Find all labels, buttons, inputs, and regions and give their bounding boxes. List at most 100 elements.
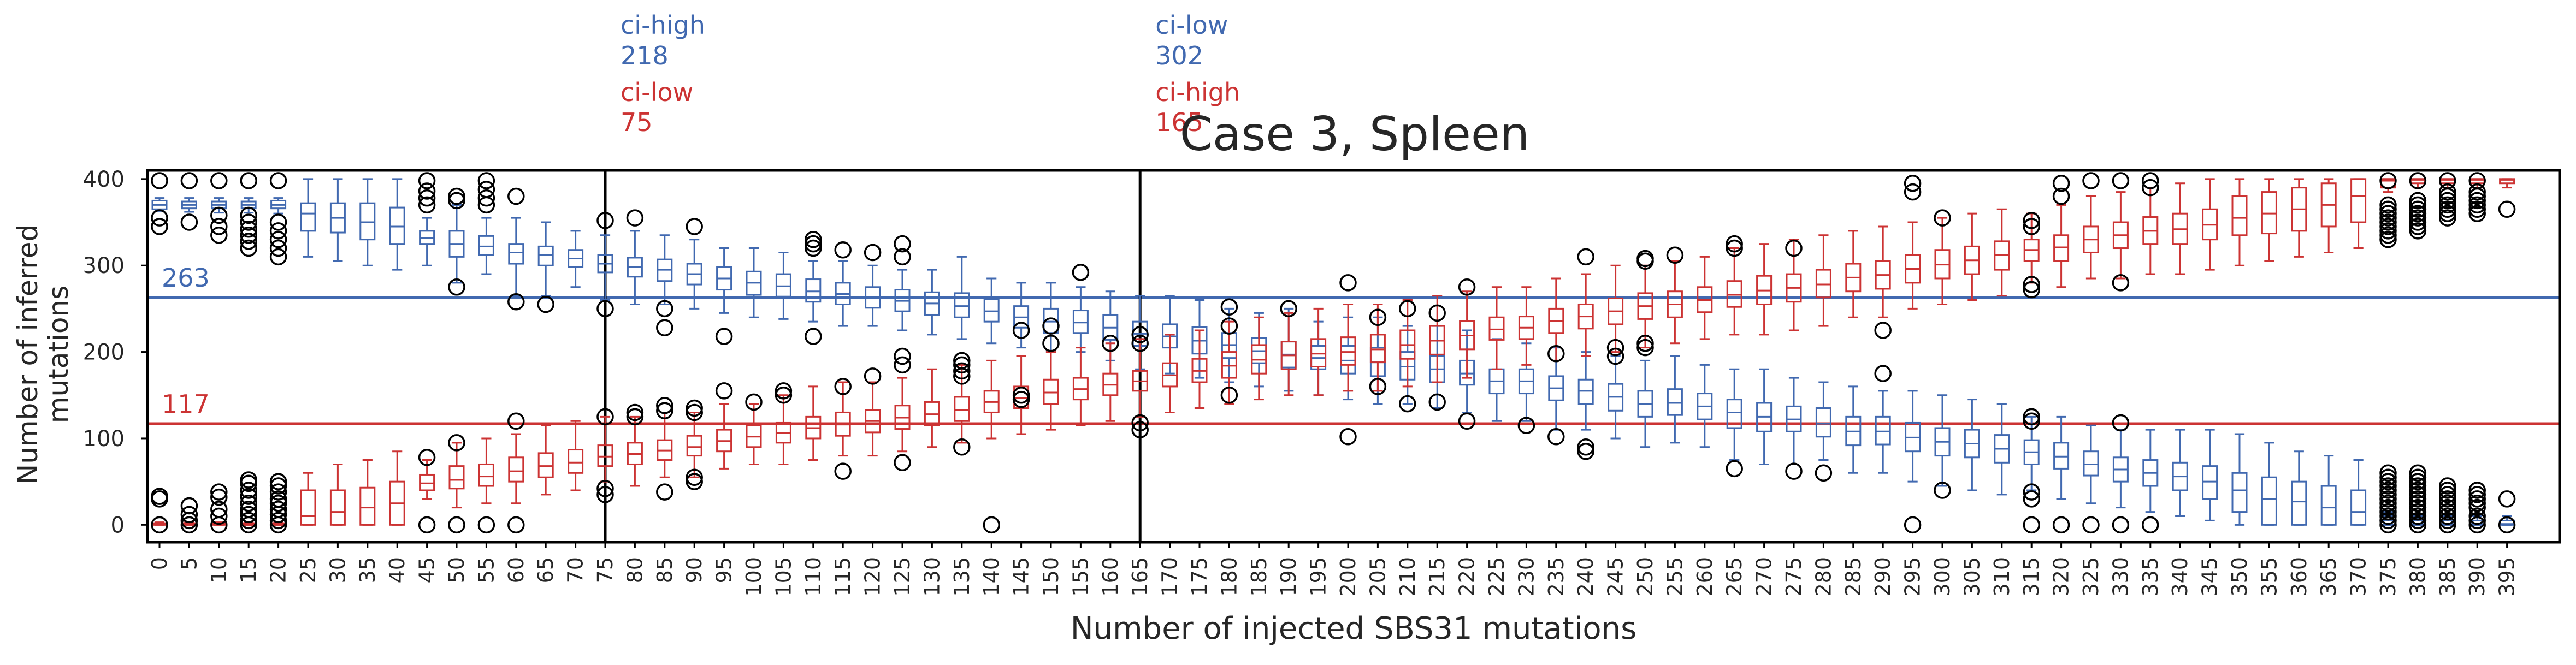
outlier-x385-9: [2439, 477, 2456, 495]
outlier-x215-1: [1428, 304, 1446, 322]
plot-frame: [146, 169, 2561, 544]
box: [1815, 407, 1831, 438]
outlier-x55-0: [477, 516, 495, 534]
outlier-x215-0: [1428, 393, 1446, 411]
outlier-x385-17: [2439, 172, 2456, 189]
x-tick-label-85: 85: [653, 557, 677, 583]
x-tick-label-205: 205: [1366, 557, 1390, 597]
outlier-x60-2: [507, 293, 525, 311]
x-tick-label-335: 335: [2138, 557, 2163, 597]
outlier-x135-4: [953, 352, 971, 370]
outlier-x15-4: [240, 494, 257, 512]
outlier-x380-20: [2409, 192, 2427, 210]
outlier-x15-6: [240, 482, 257, 499]
box: [300, 202, 316, 232]
outlier-x380-4: [2409, 498, 2427, 516]
box: [1577, 378, 1594, 405]
blue-box-x115: [835, 260, 851, 327]
outlier-x335-1: [2142, 179, 2159, 197]
outlier-x90-3: [686, 399, 703, 417]
box: [2202, 465, 2218, 500]
outlier-x80-1: [626, 403, 644, 421]
red-box-x350: [2231, 178, 2248, 266]
box: [1072, 310, 1089, 334]
outlier-x105-0: [775, 387, 793, 404]
box: [359, 486, 376, 526]
blue-box-x315: [2023, 415, 2040, 491]
outlier-x385-1: [2439, 512, 2456, 530]
red-box-x190: [1280, 312, 1297, 396]
box: [568, 449, 584, 474]
outlier-x20-9: [269, 248, 287, 266]
outlier-x85-4: [656, 300, 673, 318]
outlier-x45-3: [418, 189, 436, 207]
box: [1667, 388, 1683, 416]
blue-box-x105: [775, 251, 791, 320]
x-tick-label-155: 155: [1068, 557, 1092, 597]
outlier-x390-11: [2468, 192, 2486, 210]
blue-box-x300: [1934, 394, 1951, 487]
outlier-x375-11: [2379, 468, 2397, 486]
outlier-x15-3: [240, 501, 257, 518]
outlier-x95-1: [715, 328, 733, 345]
box: [2053, 442, 2070, 470]
outlier-x50-3: [448, 192, 465, 210]
red-box-x245: [1608, 264, 1624, 353]
red-box-x330: [2112, 191, 2129, 280]
blue-box-x130: [924, 269, 940, 336]
x-tick-label-210: 210: [1396, 557, 1420, 597]
outlier-x60-1: [507, 412, 525, 430]
y-tick-label-0: 0: [111, 513, 125, 538]
outlier-x300-0: [1934, 482, 1951, 499]
x-tick-label-190: 190: [1277, 557, 1301, 597]
outlier-x390-7: [2468, 482, 2486, 499]
outlier-x95-0: [715, 382, 733, 400]
box-series: [151, 178, 2515, 526]
red-box-x210: [1399, 299, 1416, 388]
blue-box-x375: [2380, 511, 2396, 526]
outlier-x50-1: [448, 434, 465, 452]
red-box-x365: [2320, 178, 2337, 253]
outlier-x375-4: [2379, 498, 2397, 516]
box: [2350, 489, 2367, 526]
outlier-x180-2: [1220, 298, 1238, 316]
outlier-x45-1: [418, 449, 436, 466]
x-tick-label-350: 350: [2228, 557, 2252, 597]
outlier-x240-1: [1577, 438, 1594, 456]
outlier-x230-0: [1517, 417, 1535, 434]
vline-165-label-1: 302: [1155, 41, 1203, 70]
box: [1043, 378, 1059, 405]
x-tick-label-265: 265: [1722, 557, 1746, 597]
outlier-x125-3: [894, 248, 911, 266]
outlier-x290-0: [1874, 365, 1892, 382]
x-tick-label-75: 75: [593, 557, 617, 583]
red-box-x360: [2291, 178, 2307, 258]
blue-box-x370: [2350, 459, 2367, 526]
blue-box-x135: [954, 256, 970, 340]
blue-box-x55: [478, 217, 494, 275]
x-tick-label-25: 25: [296, 557, 320, 583]
outlier-x20-7: [269, 477, 287, 495]
outlier-markers: [151, 172, 2516, 534]
box: [537, 452, 554, 478]
box: [597, 444, 613, 467]
outlier-x90-2: [686, 403, 703, 421]
outlier-x315-5: [2023, 281, 2040, 299]
red-box-x175: [1191, 329, 1208, 409]
outlier-x145-2: [1012, 322, 1030, 339]
blue-box-x60: [508, 217, 524, 297]
outlier-x20-3: [269, 501, 287, 518]
x-tick-label-65: 65: [534, 557, 558, 583]
outlier-x85-1: [656, 402, 673, 420]
x-tick-label-290: 290: [1871, 557, 1895, 597]
x-tick-label-375: 375: [2376, 557, 2400, 597]
red-box-x275: [1786, 239, 1802, 331]
outlier-x150-0: [1042, 334, 1060, 352]
red-box-x25: [300, 472, 316, 526]
outlier-x375-20: [2379, 200, 2397, 218]
outlier-x155-0: [1072, 264, 1090, 281]
outlier-x240-0: [1577, 442, 1594, 460]
outlier-x375-7: [2379, 486, 2397, 503]
box: [508, 456, 524, 483]
